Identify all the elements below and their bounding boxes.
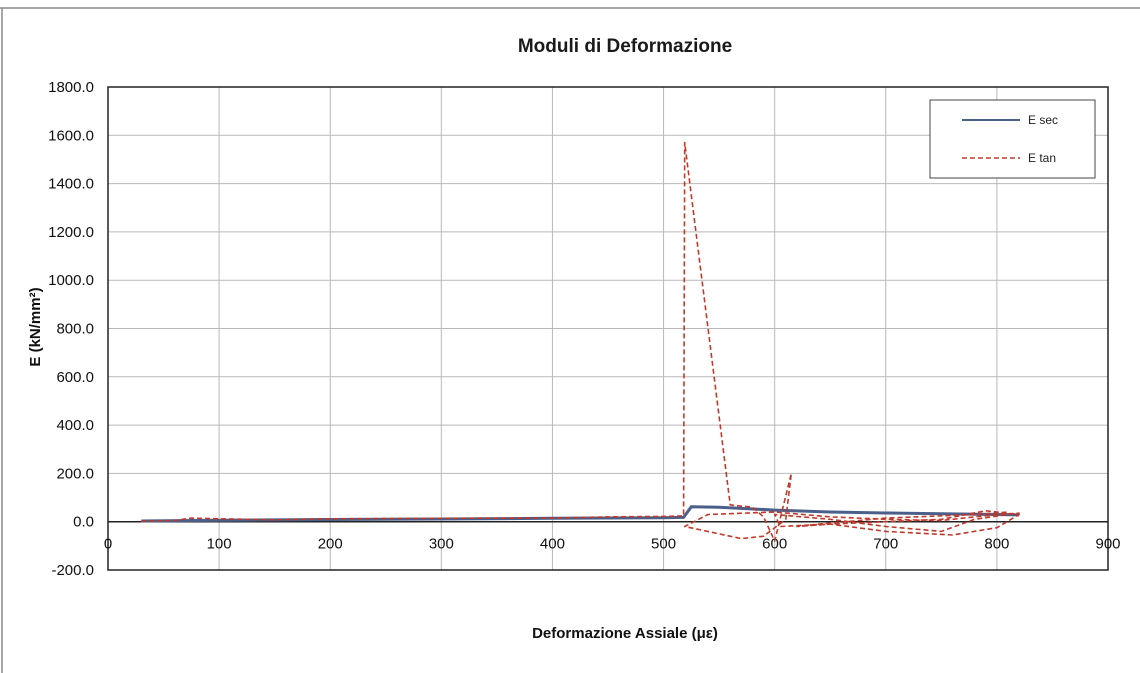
x-tick-label: 800 bbox=[984, 536, 1009, 553]
x-axis-ticks: 0 100 200 300 400 500 600 700 800 900 bbox=[104, 536, 1121, 553]
y-tick-label: 1200.0 bbox=[48, 224, 94, 241]
legend-label-e-sec: E sec bbox=[1028, 113, 1058, 127]
series-line-e-sec bbox=[141, 505, 1020, 523]
x-tick-label: 500 bbox=[651, 536, 676, 553]
y-tick-label: 400.0 bbox=[56, 417, 94, 434]
x-tick-label: 400 bbox=[540, 536, 565, 553]
x-tick-label: 700 bbox=[873, 536, 898, 553]
x-tick-label: 100 bbox=[207, 536, 232, 553]
y-tick-label: 1800.0 bbox=[48, 79, 94, 96]
y-tick-label: 800.0 bbox=[56, 321, 94, 338]
y-tick-label: 0.0 bbox=[73, 514, 94, 531]
y-tick-label: 600.0 bbox=[56, 369, 94, 386]
x-tick-label: 200 bbox=[318, 536, 343, 553]
legend: E sec E tan bbox=[929, 99, 1096, 179]
series-layer bbox=[141, 141, 1020, 542]
legend-box bbox=[929, 99, 1096, 179]
y-axis-ticks: -200.0 0.0 200.0 400.0 600.0 800.0 1000.0 1200.… bbox=[48, 79, 94, 579]
y-tick-label: 200.0 bbox=[56, 465, 94, 482]
chart-title: Moduli di Deformazione bbox=[518, 36, 732, 57]
y-tick-label: 1000.0 bbox=[48, 272, 94, 289]
x-tick-label: 600 bbox=[762, 536, 787, 553]
y-tick-label: -200.0 bbox=[51, 562, 94, 579]
x-tick-label: 900 bbox=[1095, 536, 1120, 553]
y-tick-label: 1400.0 bbox=[48, 176, 94, 193]
legend-label-e-tan: E tan bbox=[1028, 151, 1056, 165]
y-axis-title: E (kN/mm²) bbox=[27, 287, 44, 366]
x-axis-title: Deformazione Assiale (με) bbox=[532, 625, 718, 642]
y-tick-label: 1600.0 bbox=[48, 127, 94, 144]
x-tick-label: 0 bbox=[104, 536, 112, 553]
x-tick-label: 300 bbox=[429, 536, 454, 553]
plot-area-frame bbox=[107, 86, 1109, 571]
series-line-e-tan bbox=[141, 141, 1020, 542]
